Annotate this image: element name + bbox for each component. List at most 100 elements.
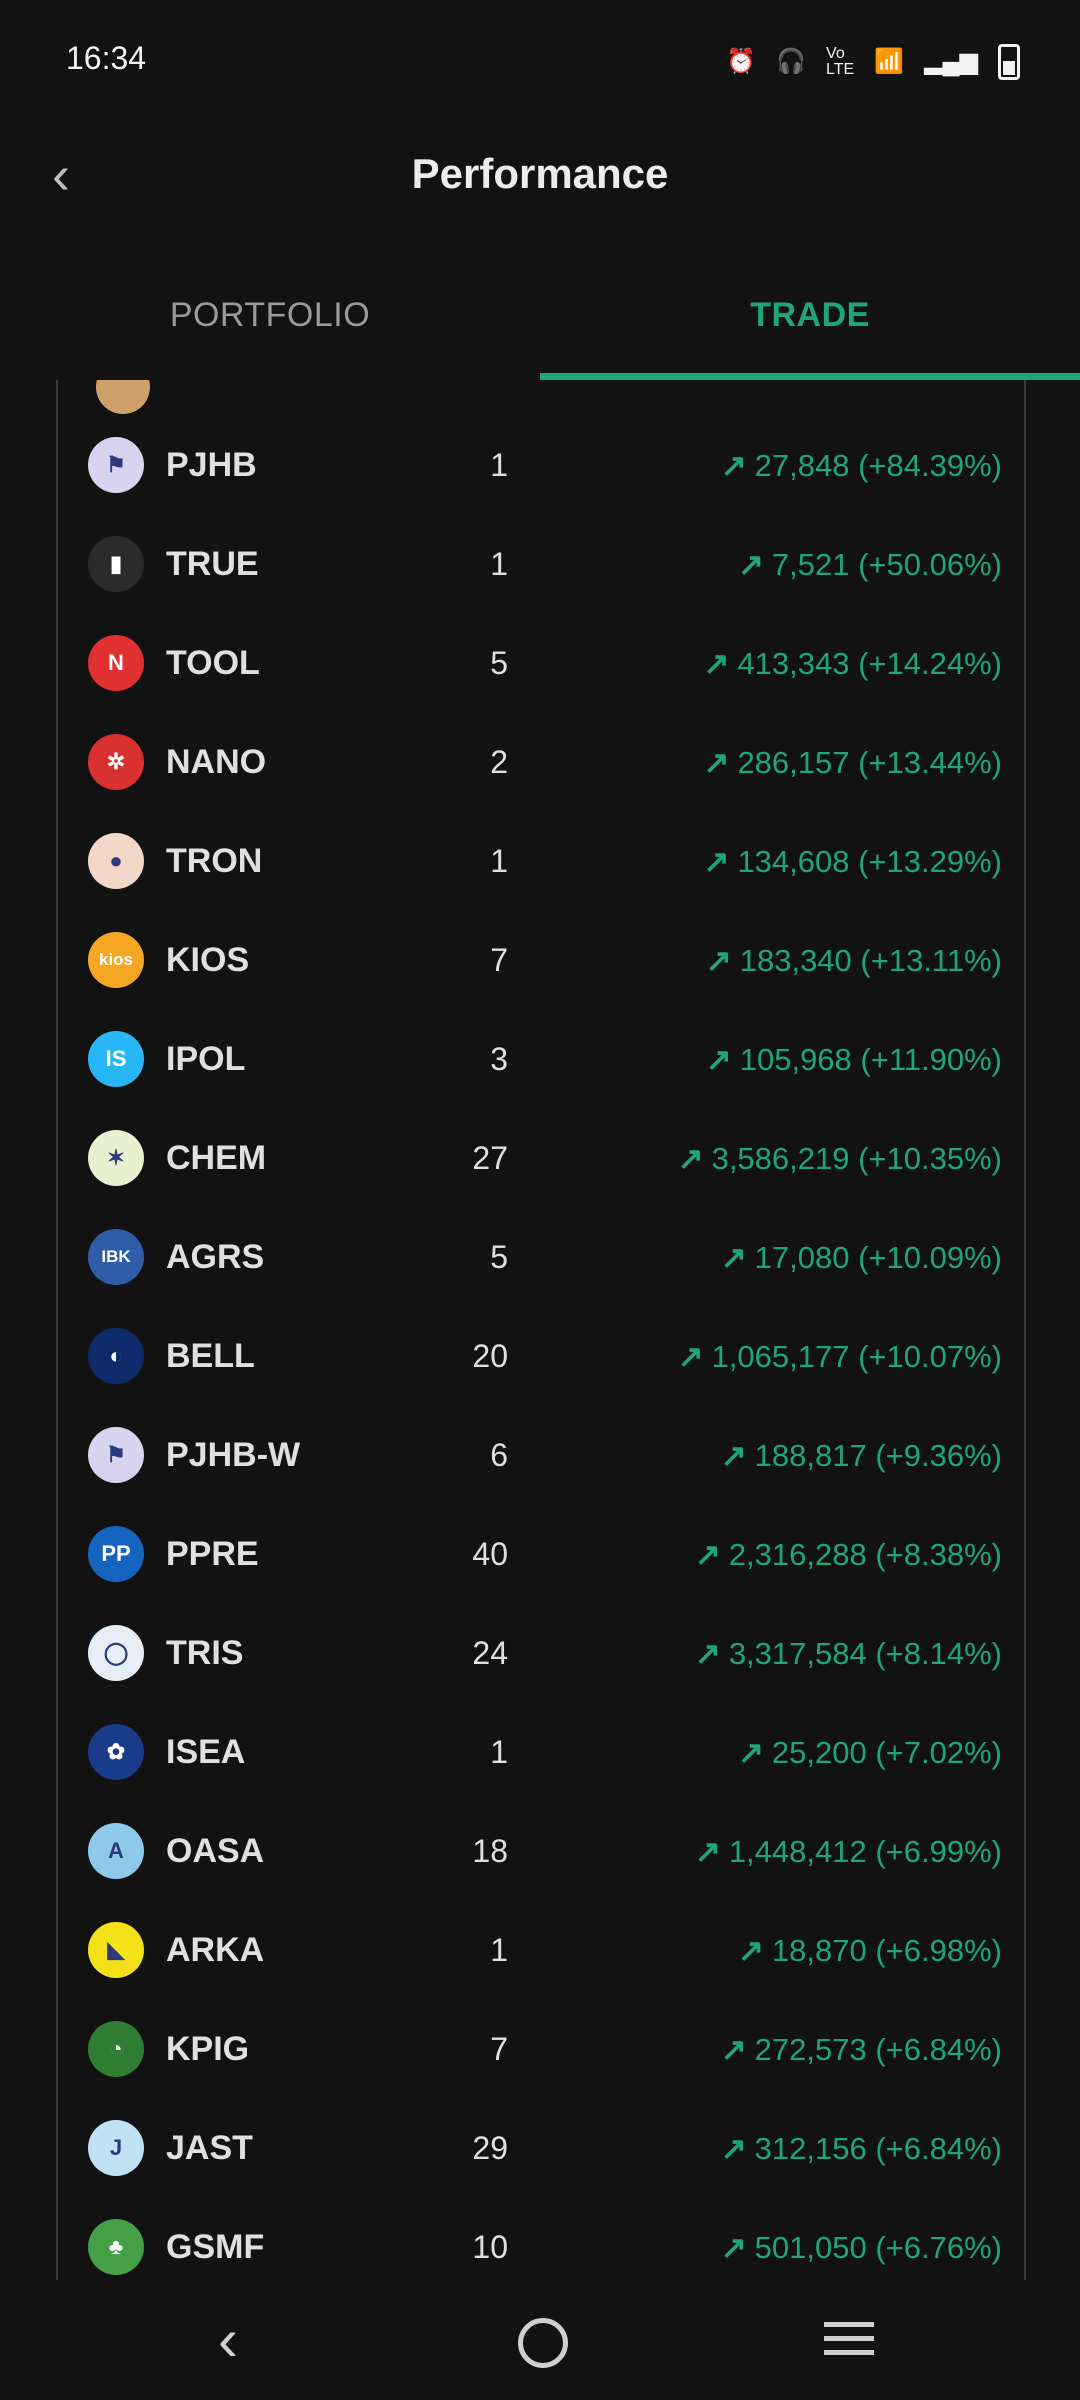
trade-quantity: 24 (472, 1635, 508, 1671)
volte-icon: Vo LTE (826, 45, 855, 78)
tab-trade[interactable]: TRADE (750, 296, 870, 334)
trade-row[interactable]: ◯ TRIS 24 ↗ 3,317,584 (+8.14%) (58, 1604, 1024, 1703)
trade-row[interactable]: ◐ BELL 20 ↗ 1,065,177 (+10.07%) (58, 1307, 1024, 1406)
gain-text: 17,080 (+10.09%) (754, 1240, 1002, 1275)
stock-logo-icon: ✲ (88, 734, 144, 790)
stock-logo-icon: N (88, 635, 144, 691)
gain-text: 2,316,288 (+8.38%) (728, 1537, 1002, 1572)
trade-row[interactable]: kios KIOS 7 ↗ 183,340 (+13.11%) (58, 911, 1024, 1010)
trade-row[interactable]: IS IPOL 3 ↗ 105,968 (+11.90%) (58, 1010, 1024, 1109)
status-icons: ⏰ 🎧 Vo LTE 📶 ▂▄▆ (726, 44, 1020, 80)
nav-back-button[interactable]: ‹ (188, 2302, 268, 2378)
trade-quantity: 2 (490, 744, 508, 780)
gain-text: 312,156 (+6.84%) (754, 2131, 1002, 2166)
trade-quantity: 1 (490, 1932, 508, 1968)
ticker-symbol: NANO (166, 743, 267, 781)
nav-recents-button[interactable] (810, 2302, 890, 2378)
gain-value: ↗ 286,157 (+13.44%) (703, 713, 1002, 812)
arrow-up-right-icon: ↗ (694, 1834, 721, 1869)
chevron-left-icon: ‹ (52, 145, 70, 205)
stock-logo-icon: ♣ (88, 2219, 144, 2275)
gain-value: ↗ 27,848 (+84.39%) (721, 416, 1002, 515)
ticker-symbol: KPIG (166, 2030, 250, 2068)
nav-home-button[interactable] (500, 2302, 580, 2378)
trade-row[interactable]: ⚑ PJHB-W 6 ↗ 188,817 (+9.36%) (58, 1406, 1024, 1505)
trade-row[interactable]: IBK AGRS 5 ↗ 17,080 (+10.09%) (58, 1208, 1024, 1307)
stock-logo-icon: IS (88, 1031, 144, 1087)
gain-value: ↗ 2,316,288 (+8.38%) (695, 1505, 1002, 1604)
gain-value: ↗ 188,817 (+9.36%) (721, 1406, 1002, 1505)
gain-text: 7,521 (+50.06%) (771, 547, 1002, 582)
trade-row[interactable]: ◔ KPIG 7 ↗ 272,573 (+6.84%) (58, 2000, 1024, 2099)
arrow-up-right-icon: ↗ (703, 745, 730, 780)
stock-logo-icon: PP (88, 1526, 144, 1582)
gain-value: ↗ 312,156 (+6.84%) (721, 2099, 1002, 2198)
gain-text: 501,050 (+6.76%) (754, 2230, 1002, 2265)
gain-value: ↗ 25,200 (+7.02%) (738, 1703, 1002, 1802)
arrow-up-right-icon: ↗ (703, 844, 730, 879)
stock-logo-icon: J (88, 2120, 144, 2176)
gain-value: ↗ 1,065,177 (+10.07%) (678, 1307, 1002, 1406)
trade-row[interactable]: ◣ ARKA 1 ↗ 18,870 (+6.98%) (58, 1901, 1024, 2000)
trade-row[interactable]: ♣ GSMF 10 ↗ 501,050 (+6.76%) (58, 2198, 1024, 2280)
ticker-symbol: CHEM (166, 1139, 267, 1177)
trade-list[interactable]: ⚑ PJHB 1 ↗ 27,848 (+84.39%) ▮ TRUE 1 ↗ 7,521 (+50… (56, 380, 1026, 2280)
trade-quantity: 1 (490, 546, 508, 582)
gain-text: 134,608 (+13.29%) (737, 844, 1002, 879)
gain-value: ↗ 3,317,584 (+8.14%) (695, 1604, 1002, 1703)
trade-quantity: 7 (490, 2031, 508, 2067)
stock-logo-icon: ⚑ (88, 1427, 144, 1483)
gain-text: 105,968 (+11.90%) (739, 1042, 1002, 1077)
arrow-up-right-icon: ↗ (694, 1636, 721, 1671)
partial-row-logo (96, 380, 150, 414)
back-icon: ‹ (218, 2306, 238, 2373)
alarm-icon: ⏰ (726, 48, 757, 75)
trade-row[interactable]: J JAST 29 ↗ 312,156 (+6.84%) (58, 2099, 1024, 2198)
ticker-symbol: KIOS (166, 941, 250, 979)
trade-row[interactable]: ▮ TRUE 1 ↗ 7,521 (+50.06%) (58, 515, 1024, 614)
gain-text: 25,200 (+7.02%) (771, 1735, 1002, 1770)
trade-row[interactable]: ✲ NANO 2 ↗ 286,157 (+13.44%) (58, 713, 1024, 812)
trade-quantity: 27 (472, 1140, 508, 1176)
arrow-up-right-icon: ↗ (737, 1735, 764, 1770)
trade-row[interactable]: ✶ CHEM 27 ↗ 3,586,219 (+10.35%) (58, 1109, 1024, 1208)
arrow-up-right-icon: ↗ (720, 448, 747, 483)
gain-value: ↗ 105,968 (+11.90%) (706, 1010, 1002, 1109)
trade-quantity: 1 (490, 447, 508, 483)
ticker-symbol: PJHB-W (166, 1436, 301, 1474)
trade-row[interactable]: ● TRON 1 ↗ 134,608 (+13.29%) (58, 812, 1024, 911)
gain-value: ↗ 18,870 (+6.98%) (738, 1901, 1002, 2000)
system-nav-bar: ‹ (0, 2280, 1080, 2400)
stock-logo-icon: ⚑ (88, 437, 144, 493)
stock-logo-icon: A (88, 1823, 144, 1879)
trade-quantity: 1 (490, 843, 508, 879)
status-time: 16:34 (66, 40, 147, 76)
trade-row[interactable]: ⚑ PJHB 1 ↗ 27,848 (+84.39%) (58, 416, 1024, 515)
gain-text: 413,343 (+14.24%) (737, 646, 1002, 681)
back-button[interactable]: ‹ (52, 140, 112, 210)
trade-quantity: 3 (490, 1041, 508, 1077)
trade-row[interactable]: A OASA 18 ↗ 1,448,412 (+6.99%) (58, 1802, 1024, 1901)
stock-logo-icon: ◯ (88, 1625, 144, 1681)
trade-row[interactable]: PP PPRE 40 ↗ 2,316,288 (+8.38%) (58, 1505, 1024, 1604)
arrow-up-right-icon: ↗ (677, 1339, 704, 1374)
gain-value: ↗ 501,050 (+6.76%) (721, 2198, 1002, 2280)
page-title: Performance (411, 150, 669, 197)
trade-row[interactable]: ✿ ISEA 1 ↗ 25,200 (+7.02%) (58, 1703, 1024, 1802)
gain-text: 27,848 (+84.39%) (754, 448, 1002, 483)
trade-rows: ⚑ PJHB 1 ↗ 27,848 (+84.39%) ▮ TRUE 1 ↗ 7,521 (+50… (58, 416, 1024, 2280)
stock-logo-icon: ▮ (88, 536, 144, 592)
signal-icon: ▂▄▆ (924, 48, 978, 75)
tab-portfolio[interactable]: PORTFOLIO (169, 296, 371, 334)
trade-quantity: 20 (472, 1338, 508, 1374)
ticker-symbol: OASA (166, 1832, 265, 1870)
gain-text: 272,573 (+6.84%) (754, 2032, 1002, 2067)
ticker-symbol: ISEA (166, 1733, 246, 1771)
trade-row[interactable]: N TOOL 5 ↗ 413,343 (+14.24%) (58, 614, 1024, 713)
arrow-up-right-icon: ↗ (705, 1042, 732, 1077)
arrow-up-right-icon: ↗ (720, 2032, 747, 2067)
stock-logo-icon: kios (88, 932, 144, 988)
trade-quantity: 5 (490, 645, 508, 681)
gain-value: ↗ 7,521 (+50.06%) (738, 515, 1002, 614)
gain-text: 1,065,177 (+10.07%) (711, 1339, 1002, 1374)
